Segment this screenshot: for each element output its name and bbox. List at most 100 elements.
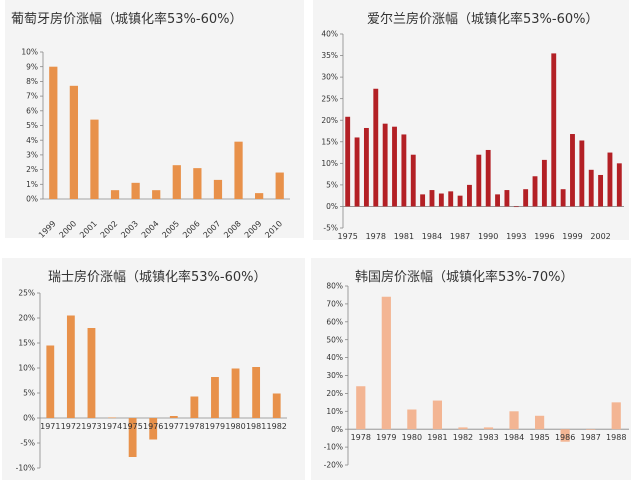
x-tick-label: 1972 [61,422,81,431]
bar [588,169,594,207]
bar [457,195,463,207]
chart-title: 韩国房价涨幅（城镇化率53%-70%） [355,270,574,285]
y-tick-label: 60% [326,317,343,326]
x-tick-label: 1980 [402,433,422,442]
x-tick-label: 1990 [478,232,498,240]
bar [87,328,96,418]
bar [485,149,491,207]
bar [534,415,545,430]
y-tick-label: 5% [26,121,38,130]
bar [231,368,240,418]
bar [169,416,178,418]
x-tick-label: 1977 [164,422,184,431]
x-tick-label: 1976 [143,422,163,431]
korea-chart: -20% -10% 0% 10% 20% 30% 40% 50% 60% 70% 80% 1978 19… [324,282,629,470]
x-tick-label: 1999 [37,219,58,238]
bar [570,134,575,207]
bar [513,206,519,208]
bar [438,193,444,207]
x-tick-label: 1975 [122,422,142,431]
bar [211,377,219,418]
bar [579,140,585,207]
y-tick-label: 20% [18,314,35,323]
y-tick-label: 9% [26,62,38,71]
x-tick-label: 2007 [202,219,223,238]
y-tick-label: 80% [326,282,343,291]
bar [131,182,140,199]
x-tick-label: 2002 [99,219,120,238]
x-tick-label: 2000 [58,219,79,238]
bar [532,176,538,207]
y-tick-label: -10% [16,464,35,473]
x-tick-label: 2004 [140,219,161,238]
x-tick-label: 1979 [376,433,396,442]
bar [356,386,366,430]
bar [392,126,397,207]
x-tick-label: 2001 [78,219,99,238]
x-tick-label: 1979 [205,422,225,431]
y-tick-label: 0% [23,414,35,423]
y-tick-label: -5% [20,439,35,448]
ireland-chart: -5% 0% 5% 10% 15% 20% 25% 30% 35% 40% 1975 1978 1981… [321,30,624,240]
bar [152,190,161,199]
bar [49,66,58,199]
bar [509,411,519,430]
x-tick-label: 1983 [478,433,498,442]
x-tick-label: 1978 [366,232,386,240]
y-tick-label: 0% [326,202,338,211]
bar [586,429,596,430]
y-tick-label: 10% [18,364,35,373]
x-tick-label: 1993 [506,232,526,240]
x-tick-label: 1974 [102,422,122,431]
y-tick-label: 0% [331,425,343,434]
bar [467,184,472,207]
switzerland-chart: -10%-5%0%5%10%15%20%25%1971 1972 1973 1974 1… [16,289,287,473]
bar [401,134,407,207]
bar [429,190,435,207]
y-tick-label: 70% [326,300,343,309]
bar [373,88,379,207]
bar [46,345,55,418]
portugal-chart: 0%1%2%3%4%5%6%7%8%9%10%1999 2000 2001 2002 2… [21,48,290,238]
y-tick-label: 30% [326,371,343,380]
x-tick-label: 1986 [555,433,575,442]
y-tick-label: 7% [26,92,38,101]
bar [420,194,426,207]
x-tick-label: 2006 [181,219,202,238]
x-tick-label: 2008 [222,219,243,238]
bar [607,152,613,207]
portugal-chart-panel: 葡萄牙房价涨幅（城镇化率53%-60%） 0% 1% 2% 3% 4% 5% 6% 7% 8% 9… [5,0,304,238]
bar [66,315,75,418]
x-tick-label: 1999 [562,232,582,240]
ireland-chart-panel: 爱尔兰房价涨幅（城镇化率53%-60%） -5% 0% 5% 10% 15% 20% 25%… [313,0,629,240]
bar [560,429,570,442]
x-tick-label: 1987 [581,433,601,442]
y-tick-label: 25% [321,94,338,103]
y-tick-label: 8% [26,77,38,86]
bar [541,159,547,207]
y-tick-label: 15% [18,339,35,348]
y-tick-label: 10% [21,48,38,57]
bar [382,123,388,207]
y-tick-label: 1% [26,180,38,189]
y-tick-label: -20% [324,461,343,470]
x-tick-label: 1975 [338,232,358,240]
x-tick-label: 2002 [590,232,610,240]
bar [252,367,261,418]
y-tick-label: -5% [323,224,338,233]
y-tick-label: 2% [26,165,38,174]
x-tick-label: 1987 [450,232,470,240]
y-tick-label: 15% [321,137,338,146]
bar [90,119,99,199]
bar [354,137,360,207]
y-tick-label: 25% [18,289,35,298]
chart-title: 葡萄牙房价涨幅（城镇化率53%-60%） [11,12,243,27]
bar [213,179,223,199]
chart-title: 爱尔兰房价涨幅（城镇化率53%-60%） [367,12,599,27]
x-tick-label: 2005 [160,219,181,238]
bar [108,417,116,419]
x-tick-label: 1978 [351,433,371,442]
switzerland-chart-panel: 瑞士房价涨幅（城镇化率53%-60%） -10% -5% 0% 5% 10% 15% 20%… [2,258,305,480]
bar [458,427,468,430]
x-tick-label: 1984 [422,232,442,240]
